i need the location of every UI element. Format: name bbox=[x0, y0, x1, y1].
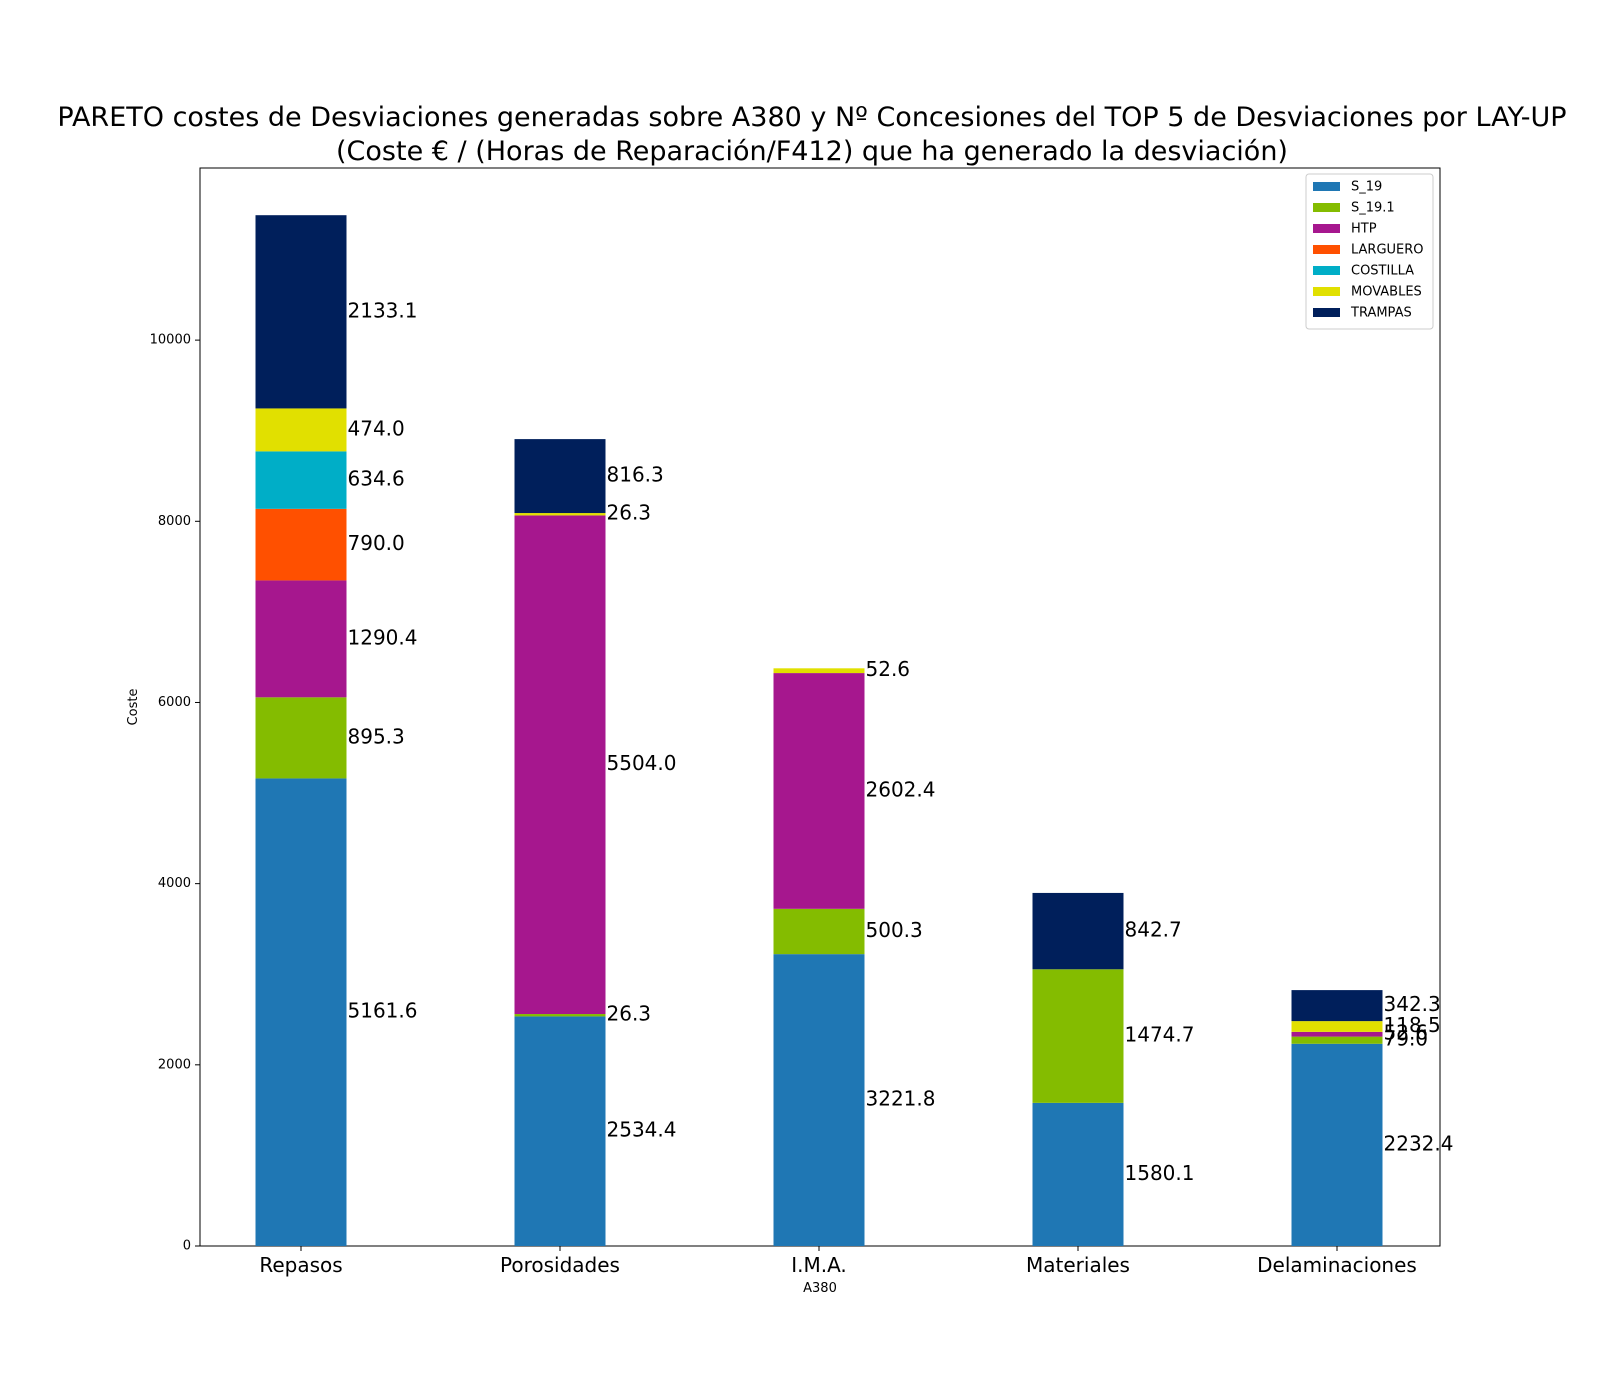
chart-title: PARETO costes de Desviaciones generadas … bbox=[57, 102, 1566, 167]
data-label: 842.7 bbox=[1125, 918, 1182, 942]
data-label: 2602.4 bbox=[866, 777, 936, 801]
legend-swatch bbox=[1313, 308, 1340, 317]
data-label: 2232.4 bbox=[1384, 1131, 1454, 1155]
bar-htp-i-m-a- bbox=[773, 673, 865, 909]
bar-s-19-1-repasos bbox=[255, 697, 347, 779]
legend-swatch bbox=[1313, 245, 1340, 254]
data-label: 2534.4 bbox=[607, 1118, 677, 1142]
legend-label: LARGUERO bbox=[1351, 243, 1424, 258]
data-label: 790.0 bbox=[348, 531, 405, 555]
bar-s-19-materiales bbox=[1032, 1102, 1124, 1246]
bar-s-19-1-delaminaciones bbox=[1291, 1036, 1383, 1044]
chart-title-line-2: (Coste € / (Horas de Reparación/F412) qu… bbox=[336, 136, 1288, 167]
y-axis: 0 2000 4000 6000 8000 10000 bbox=[150, 333, 200, 1254]
legend-label: HTP bbox=[1351, 222, 1377, 237]
bar-s-19-1-porosidades bbox=[514, 1014, 606, 1017]
chart-title-line-1: PARETO costes de Desviaciones generadas … bbox=[57, 102, 1566, 133]
legend-label: S_19.1 bbox=[1351, 201, 1395, 216]
legend-swatch bbox=[1313, 287, 1340, 296]
y-tick-label: 6000 bbox=[158, 695, 191, 710]
bar-movables-delaminaciones bbox=[1291, 1021, 1383, 1032]
y-tick-label: 8000 bbox=[158, 514, 191, 529]
x-axis-label: A380 bbox=[803, 1281, 837, 1296]
x-axis: Repasos Porosidades I.M.A. Materiales Delami… bbox=[259, 1246, 1417, 1277]
data-label: 26.3 bbox=[607, 501, 652, 525]
data-label: 1580.1 bbox=[1125, 1161, 1195, 1185]
y-tick-label: 0 bbox=[183, 1239, 191, 1254]
data-label: 500.3 bbox=[866, 918, 923, 942]
x-tick-label: Repasos bbox=[259, 1253, 342, 1277]
data-label: 5504.0 bbox=[607, 751, 677, 775]
data-label: 342.3 bbox=[1384, 992, 1441, 1016]
data-label: 474.0 bbox=[348, 416, 405, 440]
y-tick-label: 10000 bbox=[150, 333, 191, 348]
data-label: 79.0 bbox=[1384, 1027, 1429, 1051]
bar-s-19-1-materiales bbox=[1032, 969, 1124, 1103]
x-tick-label: Delaminaciones bbox=[1257, 1253, 1417, 1277]
data-label: 52.6 bbox=[866, 657, 911, 681]
data-label: 1290.4 bbox=[348, 625, 418, 649]
bar-movables-porosidades bbox=[514, 513, 606, 516]
bar-htp-delaminaciones bbox=[1291, 1031, 1383, 1037]
data-label: 5161.6 bbox=[348, 999, 418, 1023]
legend-swatch bbox=[1313, 266, 1340, 275]
data-label: 634.6 bbox=[348, 467, 405, 491]
bar-s-19-delaminaciones bbox=[1291, 1043, 1383, 1246]
data-label: 1474.7 bbox=[1125, 1023, 1195, 1047]
data-label: 52.6 bbox=[1384, 1021, 1429, 1045]
data-label: 26.3 bbox=[607, 1002, 652, 1026]
legend-label: S_19 bbox=[1351, 180, 1382, 195]
y-axis-label: Coste bbox=[126, 689, 141, 726]
bar-movables-repasos bbox=[255, 408, 347, 452]
bars bbox=[255, 215, 1383, 1246]
bar-trampas-repasos bbox=[255, 215, 347, 409]
data-label: 2133.1 bbox=[348, 298, 418, 322]
bar-htp-repasos bbox=[255, 580, 347, 698]
data-label: 3221.8 bbox=[866, 1087, 936, 1111]
data-label: 816.3 bbox=[607, 463, 664, 487]
legend-label: TRAMPAS bbox=[1350, 306, 1412, 321]
legend-label: MOVABLES bbox=[1351, 285, 1422, 300]
bar-movables-i-m-a- bbox=[773, 668, 865, 674]
legend-swatch bbox=[1313, 203, 1340, 212]
x-tick-label: I.M.A. bbox=[791, 1253, 847, 1277]
bar-trampas-porosidades bbox=[514, 439, 606, 514]
x-tick-label: Materiales bbox=[1026, 1253, 1130, 1277]
bar-s-19-i-m-a- bbox=[773, 954, 865, 1246]
data-label: 118.5 bbox=[1384, 1013, 1441, 1037]
bar-costilla-repasos bbox=[255, 451, 347, 509]
legend-swatch bbox=[1313, 224, 1340, 233]
bar-trampas-delaminaciones bbox=[1291, 990, 1383, 1022]
bar-s-19-repasos bbox=[255, 778, 347, 1246]
y-tick-label: 2000 bbox=[158, 1057, 191, 1072]
bar-htp-porosidades bbox=[514, 515, 606, 1015]
legend-label: COSTILLA bbox=[1351, 264, 1414, 279]
bar-s-19-1-i-m-a- bbox=[773, 908, 865, 955]
data-labels: 5161.6 895.3 1290.4 790.0 634.6 474.0 2133.1 25… bbox=[348, 298, 1454, 1185]
x-tick-label: Porosidades bbox=[500, 1253, 620, 1277]
bar-trampas-materiales bbox=[1032, 892, 1124, 970]
bar-larguero-repasos bbox=[255, 508, 347, 581]
data-label: 895.3 bbox=[348, 724, 405, 748]
y-tick-label: 4000 bbox=[158, 876, 191, 891]
legend-swatch bbox=[1313, 182, 1340, 191]
legend: S_19 S_19.1 HTP LARGUERO COSTILLA MOVABLES TRA… bbox=[1305, 173, 1434, 330]
bar-s-19-porosidades bbox=[514, 1016, 606, 1246]
